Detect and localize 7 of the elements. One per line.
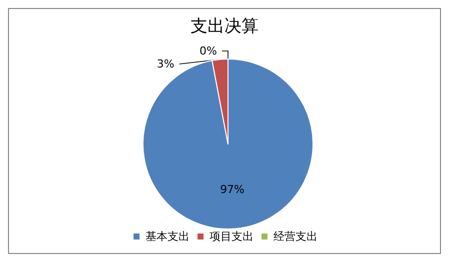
legend-label: 基本支出 — [146, 230, 190, 243]
chart-title: 支出决算 — [190, 16, 258, 36]
text: 0% — [200, 44, 217, 58]
data-label: 3% — [156, 58, 174, 70]
data-label: 97% — [220, 182, 245, 196]
legend-label: 经营支出 — [274, 230, 318, 243]
legend-label: 项目支出 — [210, 230, 254, 243]
